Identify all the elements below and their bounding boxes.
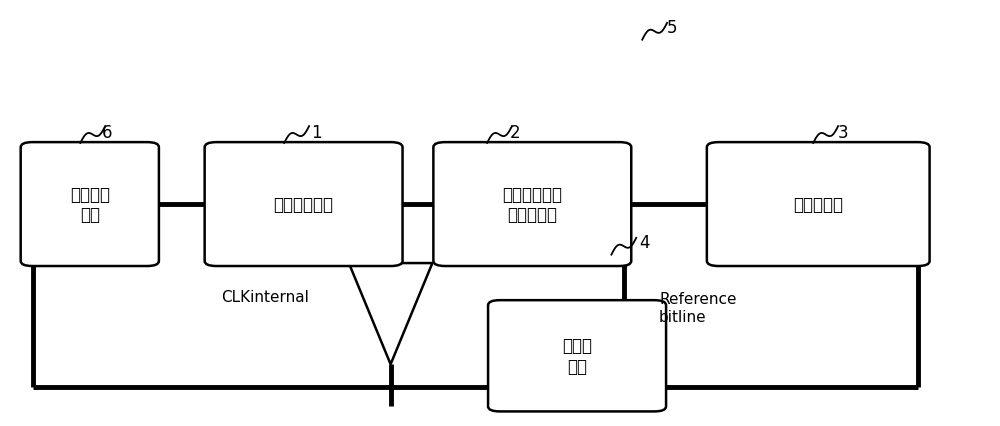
Text: 6: 6 [102, 124, 113, 142]
Text: 逻辑控制电路: 逻辑控制电路 [274, 196, 334, 213]
Text: 2: 2 [510, 124, 521, 142]
Text: 3: 3 [838, 124, 849, 142]
FancyBboxPatch shape [205, 143, 403, 266]
FancyBboxPatch shape [707, 143, 930, 266]
Text: 参考位线充放
电控制电路: 参考位线充放 电控制电路 [502, 185, 562, 224]
Text: 外部时钟
脉冲: 外部时钟 脉冲 [70, 185, 110, 224]
Text: CLKinternal: CLKinternal [222, 290, 309, 305]
FancyBboxPatch shape [488, 300, 666, 412]
FancyBboxPatch shape [433, 143, 631, 266]
Text: Reference
bitline: Reference bitline [659, 291, 737, 324]
Text: 4: 4 [639, 233, 650, 251]
FancyBboxPatch shape [21, 143, 159, 266]
Text: 灵敏放大器: 灵敏放大器 [793, 196, 843, 213]
Text: 5: 5 [667, 19, 678, 37]
Text: 可变更
负载: 可变更 负载 [562, 337, 592, 375]
Text: 1: 1 [311, 124, 322, 142]
Polygon shape [349, 263, 432, 364]
